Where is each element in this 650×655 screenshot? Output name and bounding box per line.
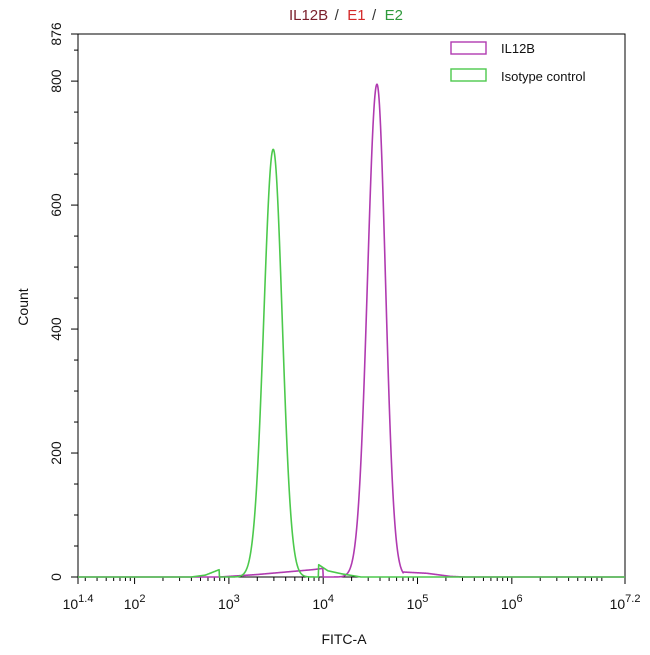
x-tick-label: 106 [501,593,523,612]
title-part: IL12B [289,7,328,24]
x-tick-exponent: 5 [422,593,428,605]
chart-title: IL12B / E1 / E2 [289,7,403,24]
legend-label-isotype: Isotype control [501,69,586,84]
x-tick-exponent: 4 [328,593,334,605]
x-tick-label: 103 [218,593,240,612]
y-axis: 0 200 400 600 800 876 [48,22,78,581]
x-tick-base: 10 [63,596,79,612]
x-tick-exponent: 7.2 [625,593,640,605]
x-tick-base: 10 [610,596,626,612]
plot-frame [77,33,626,578]
title-part: / [335,7,340,24]
title-part: / [372,7,377,24]
y-tick-label: 800 [48,69,64,93]
x-tick-label: 105 [407,593,429,612]
x-tick-exponent: 6 [517,593,523,605]
x-tick-base: 10 [124,596,140,612]
x-tick-label: 107.2 [610,593,641,612]
x-tick-exponent: 2 [139,593,145,605]
title-part: E2 [385,7,403,24]
x-tick-base: 10 [312,596,328,612]
series-line-isotype [77,148,626,578]
series-layer [77,83,626,578]
legend-swatch-isotype [450,68,487,82]
legend: IL12B Isotype control [450,41,586,84]
x-tick-label: 102 [124,593,146,612]
x-tick-exponent: 3 [234,593,240,605]
legend-label-il12b: IL12B [501,41,535,56]
y-tick-label: 876 [48,22,64,46]
x-tick-label: 101.4 [63,593,94,612]
y-tick-label: 400 [48,317,64,341]
x-tick-exponent: 1.4 [78,593,93,605]
x-tick-base: 10 [501,596,517,612]
y-axis-title: Count [15,288,31,325]
legend-swatch-il12b [450,41,487,55]
y-tick-label: 200 [48,441,64,465]
y-tick-label: 0 [48,573,64,581]
y-tick-label: 600 [48,193,64,217]
x-tick-label: 104 [312,593,334,612]
x-tick-base: 10 [407,596,423,612]
series-line-il12b [77,83,626,578]
x-axis: 101.4 102 103 104 105 106 107.2 [63,577,641,612]
x-tick-base: 10 [218,596,234,612]
x-axis-title: FITC-A [321,631,367,647]
title-part: E1 [347,7,365,24]
